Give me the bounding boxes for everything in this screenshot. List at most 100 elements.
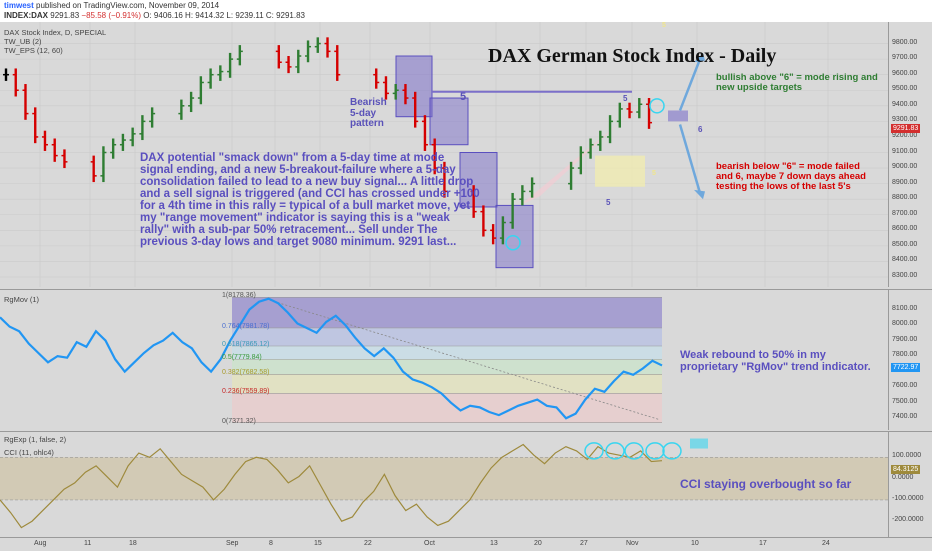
cci-axis[interactable]: 100.0000 0.0000 -100.0000 -200.0000 84.3125 — [888, 431, 932, 538]
pattern-box — [459, 152, 498, 208]
chart-title-small: DAX Stock Index, D, SPECIAL — [4, 28, 107, 37]
symbol-line: INDEX:DAX 9291.83 −85.58 (−0.91%) O: 940… — [4, 11, 305, 21]
indicator-eps: TW_EPS (12, 60) — [4, 46, 63, 55]
rgmov-tick-label: 7600.00 — [892, 382, 918, 390]
pattern-box — [429, 97, 469, 146]
price-tag: 9291.83 — [891, 124, 921, 133]
time-tick-label: 13 — [490, 540, 498, 547]
price-tick-label: 8600.00 — [892, 225, 918, 233]
count-five-b: 5 — [623, 94, 628, 103]
fib-band — [232, 327, 662, 347]
time-tick-label: 24 — [822, 540, 830, 547]
time-tick-label: 22 — [364, 540, 372, 547]
count-s2: 5 — [652, 170, 656, 177]
publisher-line: timwest published on TradingView.com, No… — [4, 1, 219, 11]
cci-tick-label: -200.0000 — [892, 516, 924, 524]
cci-highlight-circle — [645, 442, 665, 460]
price-tick-label: 9200.00 — [892, 131, 918, 139]
pattern-label: Bearish 5-day pattern — [350, 97, 387, 129]
time-tick-label: 17 — [759, 540, 767, 547]
up-arrow — [678, 58, 702, 111]
down-arrow — [678, 124, 702, 194]
price-tick-label: 9300.00 — [892, 116, 918, 124]
last-price: 9291.83 — [50, 11, 80, 20]
rgmov-label: RgMov (1) — [4, 295, 40, 304]
price-tick-label: 9800.00 — [892, 38, 918, 46]
price-chart — [0, 22, 888, 287]
price-change: −85.58 (−0.91%) — [81, 11, 142, 20]
rgmov-axis[interactable]: 8100.008000.007900.007800.007700.007600.… — [888, 289, 932, 430]
rgmov-tick-label: 7900.00 — [892, 335, 918, 343]
time-tick-label: 27 — [580, 540, 588, 547]
count-five-a: 5 — [460, 91, 467, 103]
fib-level-label: 0.382(7682.58) — [222, 369, 270, 377]
fib-band — [232, 297, 662, 328]
price-tick-label: 8500.00 — [892, 240, 918, 248]
price-tick-label: 9600.00 — [892, 69, 918, 77]
cci-highlight-circle — [605, 442, 625, 460]
cci-label: CCI (11, ohlc4) — [4, 448, 54, 457]
rgmov-tick-label: 8000.00 — [892, 320, 918, 328]
rgexp-label: RgExp (1, false, 2) — [4, 435, 67, 444]
time-tick-label: Aug — [34, 540, 47, 547]
ohlc-values: O: 9406.16 H: 9414.32 L: 9239.11 C: 9291… — [143, 11, 306, 20]
fib-band — [232, 374, 662, 394]
rgmov-tick-label: 7500.00 — [892, 397, 918, 405]
price-pane[interactable]: DAX Stock Index, D, SPECIAL TW_UB (2) TW… — [0, 22, 888, 287]
bullish-note: bullish above "6" = mode rising and new … — [716, 72, 878, 93]
down-arrowhead — [694, 189, 705, 200]
cci-highlight-circle — [624, 442, 644, 460]
time-tick-label: Nov — [626, 540, 639, 547]
cci-band — [0, 457, 888, 500]
indicator-ub: TW_UB (2) — [4, 37, 42, 46]
time-tick-label: 10 — [691, 540, 699, 547]
time-axis[interactable]: Aug 11 18 Sep 8 15 22 Oct 13 20 27 Nov 10 17 24 — [0, 537, 932, 551]
price-tick-label: 8900.00 — [892, 178, 918, 186]
count-six: 6 — [698, 125, 703, 134]
highlight-circle — [649, 98, 665, 114]
price-tick-label: 8300.00 — [892, 272, 918, 279]
cci-comment: CCI staying overbought so far — [680, 477, 852, 491]
time-tick-label: 18 — [129, 540, 137, 547]
count-s1: 5 — [662, 22, 666, 29]
username[interactable]: timwest — [4, 1, 34, 10]
commentary-text: DAX potential "smack down" from a 5-day … — [140, 152, 480, 249]
price-tick-label: 8400.00 — [892, 256, 918, 264]
fib-level-label: 1(8178.36) — [222, 292, 256, 300]
pattern-box — [595, 155, 645, 187]
chart-headline: DAX German Stock Index - Daily — [488, 45, 777, 67]
rgmov-tick-label: 7400.00 — [892, 413, 918, 421]
cci-highlight-circle — [662, 442, 682, 460]
price-axis[interactable]: 9800.00 9700.00 9600.00 9500.00 9400.00 9300.… — [888, 22, 932, 287]
cci-pane[interactable]: RgExp (1, false, 2) CCI (11, ohlc4) CCI … — [0, 431, 888, 538]
time-tick-label: Oct — [424, 540, 435, 547]
rgmov-chart — [0, 297, 663, 423]
time-tick-label: 8 — [269, 540, 273, 547]
price-tick-label: 9500.00 — [892, 85, 918, 93]
pattern-box — [668, 110, 688, 122]
fib-level-label: 0(7371.32) — [222, 417, 256, 425]
bearish-note: bearish below "6" = mode failed and 6, m… — [716, 161, 866, 192]
price-tick-label: 9700.00 — [892, 54, 918, 62]
cci-tag: 84.3125 — [891, 465, 921, 474]
rgmov-line — [0, 297, 663, 420]
cci-line — [0, 443, 663, 529]
time-tick-label: Sep — [226, 540, 239, 547]
rgmov-tick-label: 8100.00 — [892, 304, 918, 312]
price-tick-label: 9100.00 — [892, 147, 918, 155]
price-tick-label: 9400.00 — [892, 100, 918, 108]
fib-level-label: 0.5(7779.84) — [222, 354, 262, 362]
cci-chart — [0, 438, 888, 529]
price-tick-label: 8700.00 — [892, 209, 918, 217]
symbol[interactable]: INDEX:DAX — [4, 11, 49, 20]
fib-level-label: 0.618(7865.12) — [222, 341, 270, 348]
time-tick-label: 11 — [84, 540, 92, 547]
rgmov-pane[interactable]: RgMov (1) Weak rebound to 50% in my prop… — [0, 289, 888, 430]
fib-band — [232, 346, 662, 360]
cci-tick-label: -100.0000 — [892, 494, 924, 502]
cci-tick-label: 0.0000 — [892, 473, 914, 481]
fib-band — [232, 359, 662, 375]
cci-marker — [690, 438, 708, 449]
price-tick-label: 8800.00 — [892, 194, 918, 202]
cci-highlight-circle — [584, 442, 604, 460]
